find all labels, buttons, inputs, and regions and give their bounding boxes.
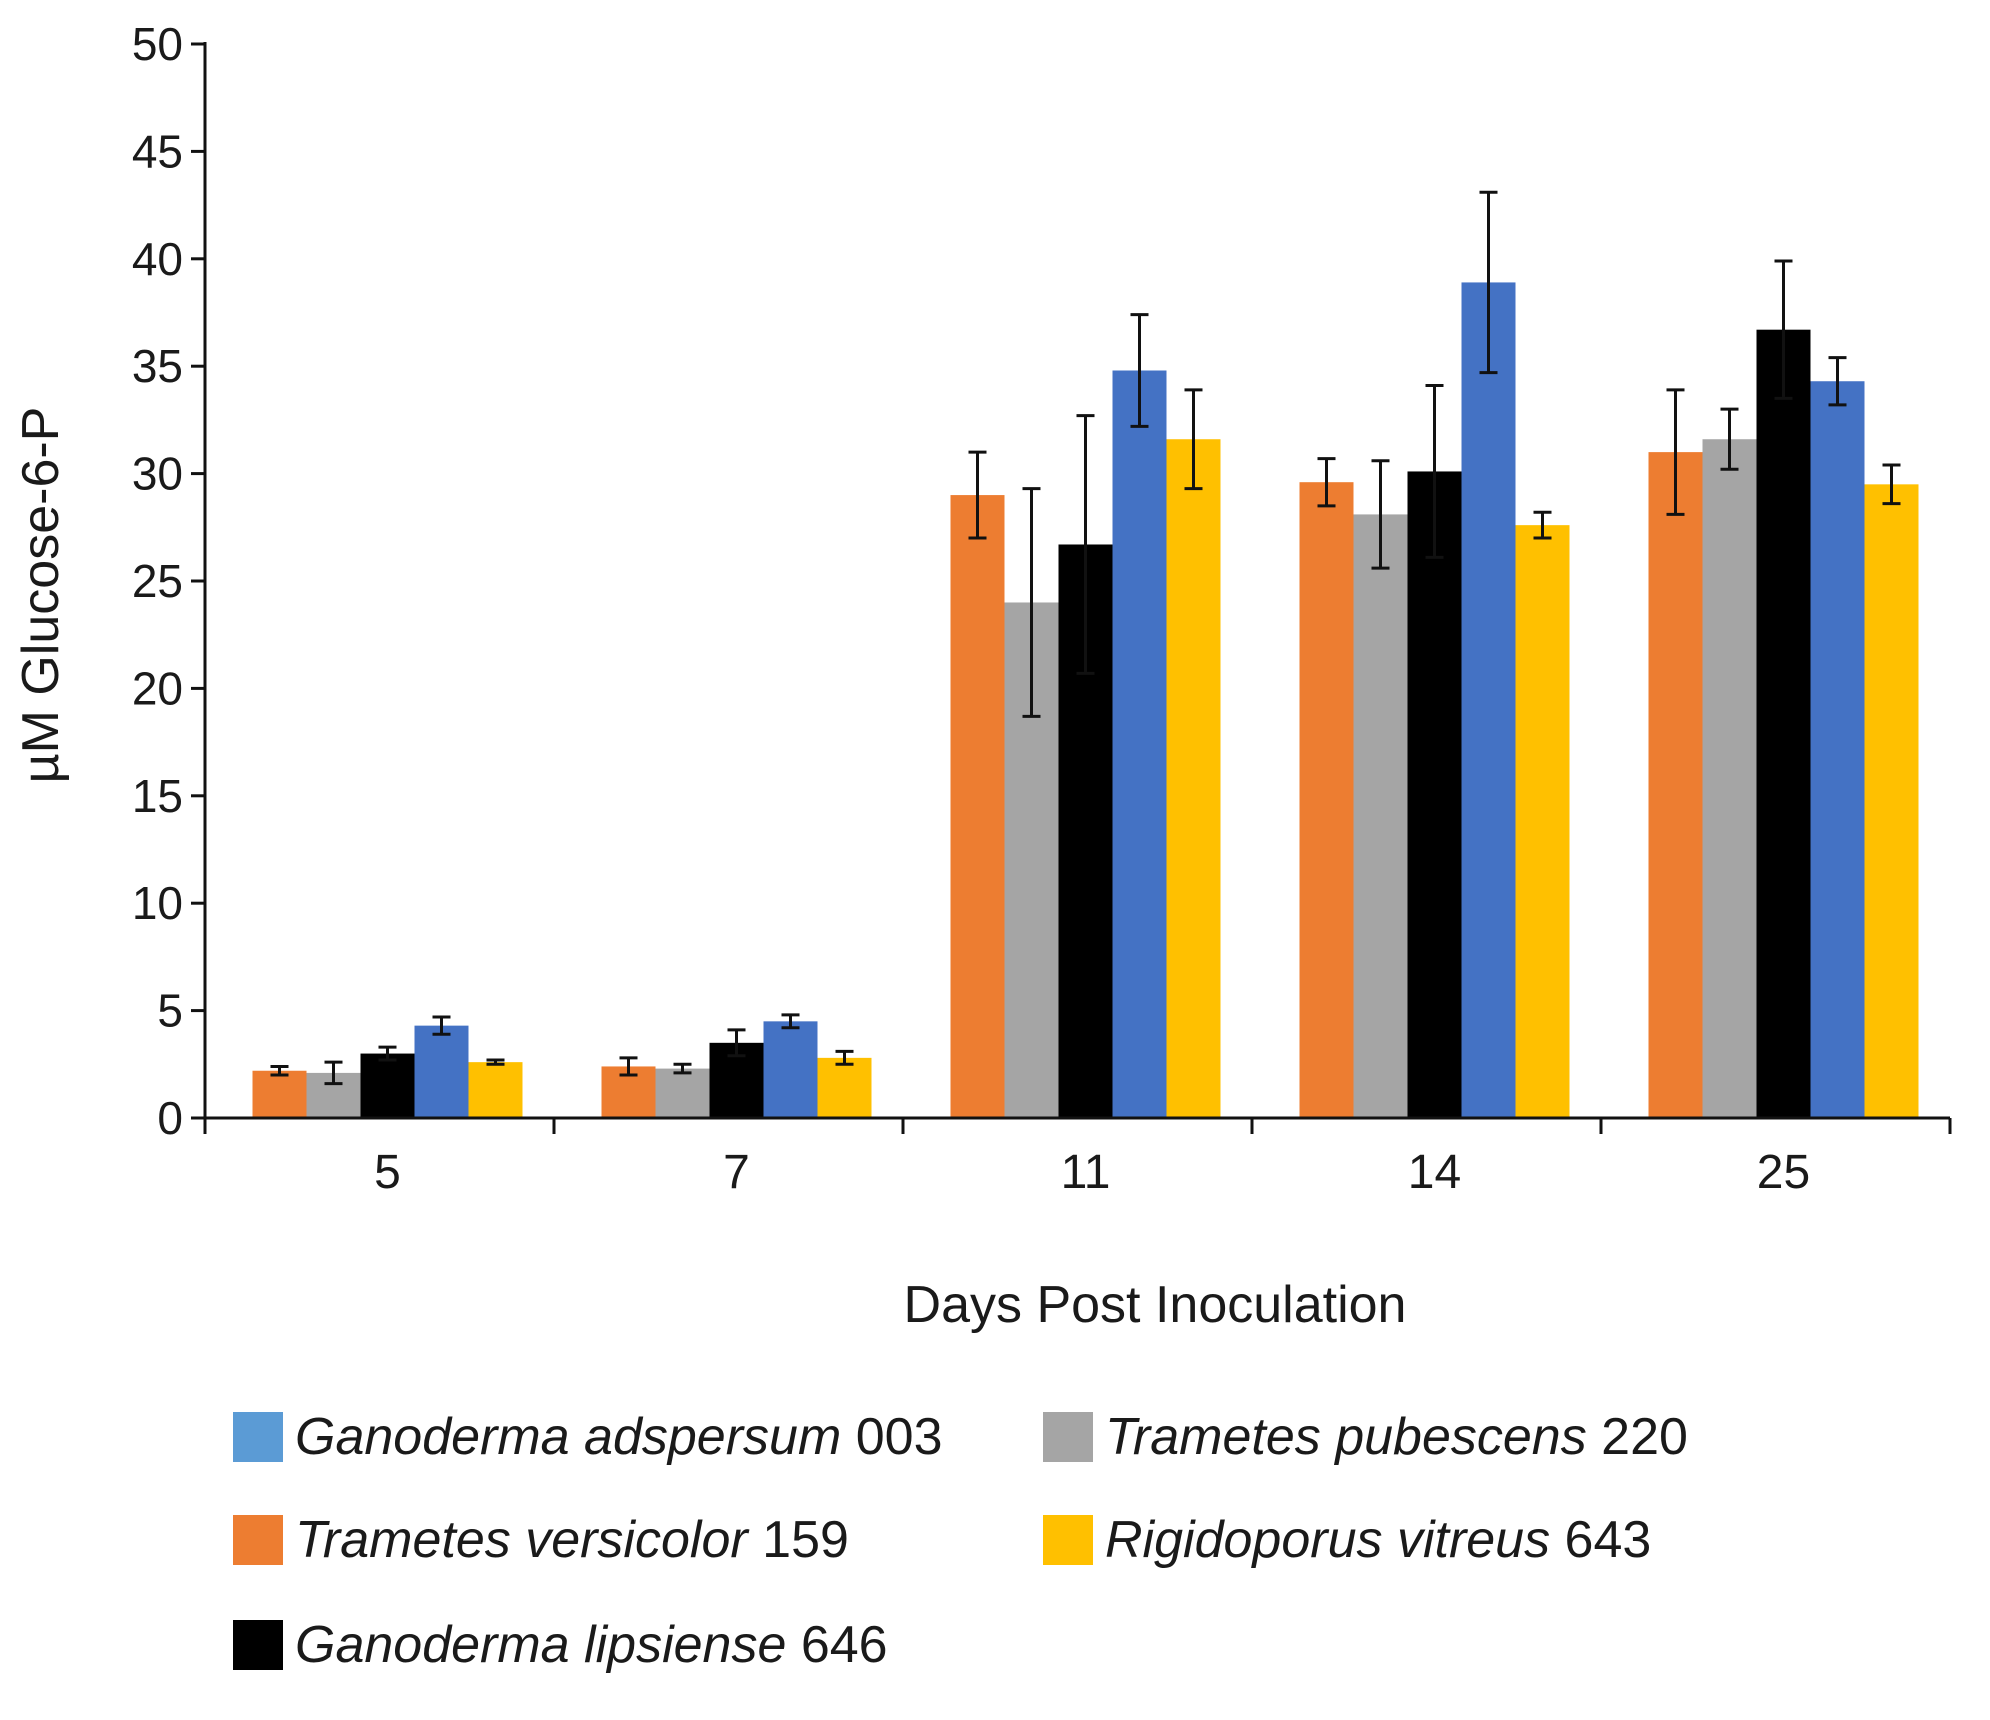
legend-swatch-trametes-pubescens bbox=[1043, 1412, 1093, 1462]
error-bar-ganoderma-adspersum-day-7 bbox=[781, 1013, 800, 1030]
y-tick-label-5: 5 bbox=[157, 985, 183, 1037]
bar-ganoderma-lipsiense-day-14 bbox=[1407, 471, 1462, 1118]
bar-ganoderma-adspersum-day-5 bbox=[414, 1025, 469, 1118]
error-bar-rigidoporus-vitreus-day-5 bbox=[486, 1058, 505, 1066]
y-tick-label-35: 35 bbox=[132, 340, 183, 392]
legend-code-trametes-versicolor: 159 bbox=[748, 1511, 849, 1569]
bar-rigidoporus-vitreus-day-11 bbox=[1166, 439, 1221, 1118]
bar-trametes-versicolor-day-14 bbox=[1299, 482, 1354, 1118]
error-bar-trametes-pubescens-day-25 bbox=[1720, 407, 1739, 471]
bar-ganoderma-adspersum-day-25 bbox=[1810, 381, 1865, 1119]
y-tick-label-0: 0 bbox=[157, 1092, 183, 1144]
y-tick-label-40: 40 bbox=[132, 233, 183, 285]
error-bar-ganoderma-lipsiense-day-25 bbox=[1774, 259, 1793, 400]
error-bar-trametes-pubescens-day-14 bbox=[1371, 459, 1390, 570]
bar-trametes-versicolor-day-11 bbox=[950, 495, 1005, 1119]
bar-ganoderma-adspersum-day-7 bbox=[763, 1021, 818, 1118]
bar-ganoderma-lipsiense-day-25 bbox=[1756, 329, 1811, 1119]
bar-rigidoporus-vitreus-day-5 bbox=[468, 1062, 523, 1118]
error-bar-ganoderma-adspersum-day-5 bbox=[432, 1015, 451, 1036]
legend-swatch-ganoderma-lipsiense bbox=[233, 1620, 283, 1670]
bar-trametes-pubescens-day-25 bbox=[1702, 439, 1757, 1118]
error-bar-ganoderma-adspersum-day-14 bbox=[1479, 190, 1498, 375]
x-category-label-11: 11 bbox=[1061, 1146, 1111, 1199]
legend-species-trametes-pubescens: Trametes pubescens bbox=[1105, 1408, 1587, 1466]
y-tick-label-50: 50 bbox=[132, 18, 183, 70]
y-tick-label-25: 25 bbox=[132, 555, 183, 607]
error-bars-layer bbox=[270, 190, 1901, 1086]
y-axis-title: µM Glucose-6-P bbox=[12, 407, 70, 784]
legend-label-trametes-pubescens: Trametes pubescens 220 bbox=[1105, 1408, 1688, 1466]
legend-item-trametes-pubescens: Trametes pubescens 220 bbox=[1043, 1408, 1688, 1466]
x-category-label-7: 7 bbox=[723, 1146, 750, 1199]
legend-code-trametes-pubescens: 220 bbox=[1587, 1408, 1688, 1466]
bar-trametes-pubescens-day-7 bbox=[655, 1068, 710, 1118]
error-bar-ganoderma-lipsiense-day-5 bbox=[378, 1045, 397, 1062]
bars-layer bbox=[252, 282, 1919, 1119]
error-bar-trametes-pubescens-day-5 bbox=[324, 1060, 343, 1086]
legend: Ganoderma adspersum 003 Trametes pubescen… bbox=[233, 1408, 1688, 1674]
y-tick-labels: 0 5 10 15 20 25 30 35 40 45 50 bbox=[132, 18, 183, 1144]
bar-rigidoporus-vitreus-day-7 bbox=[817, 1057, 872, 1118]
legend-item-ganoderma-lipsiense: Ganoderma lipsiense 646 bbox=[233, 1616, 888, 1674]
x-category-label-5: 5 bbox=[374, 1146, 401, 1199]
legend-species-ganoderma-adspersum: Ganoderma adspersum bbox=[295, 1408, 841, 1466]
legend-code-ganoderma-adspersum: 003 bbox=[841, 1408, 942, 1466]
error-bar-trametes-pubescens-day-11 bbox=[1022, 487, 1041, 718]
legend-swatch-trametes-versicolor bbox=[233, 1515, 283, 1565]
legend-code-ganoderma-lipsiense: 646 bbox=[786, 1616, 887, 1674]
bar-trametes-pubescens-day-14 bbox=[1353, 514, 1408, 1118]
error-bar-rigidoporus-vitreus-day-11 bbox=[1184, 388, 1203, 491]
x-category-label-14: 14 bbox=[1408, 1146, 1461, 1199]
legend-species-trametes-versicolor: Trametes versicolor bbox=[295, 1511, 750, 1569]
legend-label-ganoderma-adspersum: Ganoderma adspersum 003 bbox=[295, 1408, 943, 1466]
bar-ganoderma-adspersum-day-11 bbox=[1112, 370, 1167, 1119]
bar-rigidoporus-vitreus-day-14 bbox=[1515, 525, 1570, 1118]
error-bar-rigidoporus-vitreus-day-25 bbox=[1882, 463, 1901, 506]
bar-ganoderma-lipsiense-day-5 bbox=[360, 1053, 415, 1118]
y-tick-label-45: 45 bbox=[132, 125, 183, 177]
error-bar-trametes-versicolor-day-11 bbox=[968, 450, 987, 540]
legend-swatch-rigidoporus-vitreus bbox=[1043, 1515, 1093, 1565]
error-bar-trametes-versicolor-day-5 bbox=[270, 1064, 289, 1077]
y-tick-label-10: 10 bbox=[132, 877, 183, 929]
error-bar-ganoderma-lipsiense-day-11 bbox=[1076, 414, 1095, 675]
error-bar-rigidoporus-vitreus-day-14 bbox=[1533, 510, 1552, 540]
error-bar-rigidoporus-vitreus-day-7 bbox=[835, 1049, 854, 1066]
x-axis-title: Days Post Inoculation bbox=[904, 1276, 1407, 1334]
error-bar-trametes-versicolor-day-14 bbox=[1317, 457, 1336, 508]
x-category-labels: 5 7 11 14 25 bbox=[374, 1146, 1810, 1199]
legend-label-rigidoporus-vitreus: Rigidoporus vitreus 643 bbox=[1105, 1511, 1651, 1569]
error-bar-ganoderma-lipsiense-day-7 bbox=[727, 1028, 746, 1058]
legend-species-ganoderma-lipsiense: Ganoderma lipsiense bbox=[295, 1616, 786, 1674]
legend-swatch-ganoderma-adspersum bbox=[233, 1412, 283, 1462]
legend-label-ganoderma-lipsiense: Ganoderma lipsiense 646 bbox=[295, 1616, 888, 1674]
y-tick-label-30: 30 bbox=[132, 448, 183, 500]
legend-item-rigidoporus-vitreus: Rigidoporus vitreus 643 bbox=[1043, 1511, 1651, 1569]
bar-trametes-versicolor-day-25 bbox=[1648, 452, 1703, 1118]
legend-species-rigidoporus-vitreus: Rigidoporus vitreus bbox=[1105, 1511, 1550, 1569]
error-bar-ganoderma-lipsiense-day-14 bbox=[1425, 384, 1444, 559]
error-bar-trametes-versicolor-day-25 bbox=[1666, 388, 1685, 516]
y-tick-label-20: 20 bbox=[132, 662, 183, 714]
error-bar-ganoderma-adspersum-day-11 bbox=[1130, 313, 1149, 428]
error-bar-trametes-versicolor-day-7 bbox=[619, 1056, 638, 1077]
x-category-label-25: 25 bbox=[1757, 1146, 1810, 1199]
bar-ganoderma-adspersum-day-14 bbox=[1461, 282, 1516, 1119]
y-tick-label-15: 15 bbox=[132, 770, 183, 822]
error-bar-trametes-pubescens-day-7 bbox=[673, 1062, 692, 1075]
error-bar-ganoderma-adspersum-day-25 bbox=[1828, 356, 1847, 407]
legend-label-trametes-versicolor: Trametes versicolor 159 bbox=[295, 1511, 849, 1569]
bar-rigidoporus-vitreus-day-25 bbox=[1864, 484, 1919, 1119]
legend-item-trametes-versicolor: Trametes versicolor 159 bbox=[233, 1511, 849, 1569]
axes-layer bbox=[191, 42, 1952, 1134]
bar-trametes-versicolor-day-5 bbox=[252, 1070, 307, 1118]
legend-code-rigidoporus-vitreus: 643 bbox=[1550, 1511, 1651, 1569]
legend-item-ganoderma-adspersum: Ganoderma adspersum 003 bbox=[233, 1408, 943, 1466]
